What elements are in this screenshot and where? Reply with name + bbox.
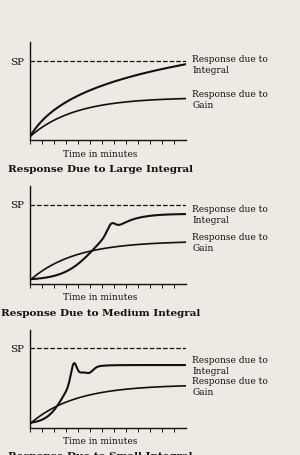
Text: Response Due to Medium Integral: Response Due to Medium Integral (1, 308, 200, 317)
Text: Response due to
Gain: Response due to Gain (192, 89, 268, 109)
Text: SP: SP (10, 344, 24, 353)
Text: Time in minutes: Time in minutes (63, 149, 137, 158)
Text: Time in minutes: Time in minutes (63, 293, 137, 302)
Text: Response Due to Large Integral: Response Due to Large Integral (8, 165, 193, 174)
Text: Response due to
Integral: Response due to Integral (192, 205, 268, 225)
Text: Response due to
Gain: Response due to Gain (192, 376, 268, 396)
Text: Response due to
Integral: Response due to Integral (192, 55, 268, 75)
Text: Response due to
Integral: Response due to Integral (192, 355, 268, 375)
Text: SP: SP (10, 57, 24, 66)
Text: SP: SP (10, 201, 24, 210)
Text: Time in minutes: Time in minutes (63, 436, 137, 445)
Text: Response Due to Small Integral: Response Due to Small Integral (8, 451, 193, 455)
Text: Response due to
Gain: Response due to Gain (192, 233, 268, 253)
